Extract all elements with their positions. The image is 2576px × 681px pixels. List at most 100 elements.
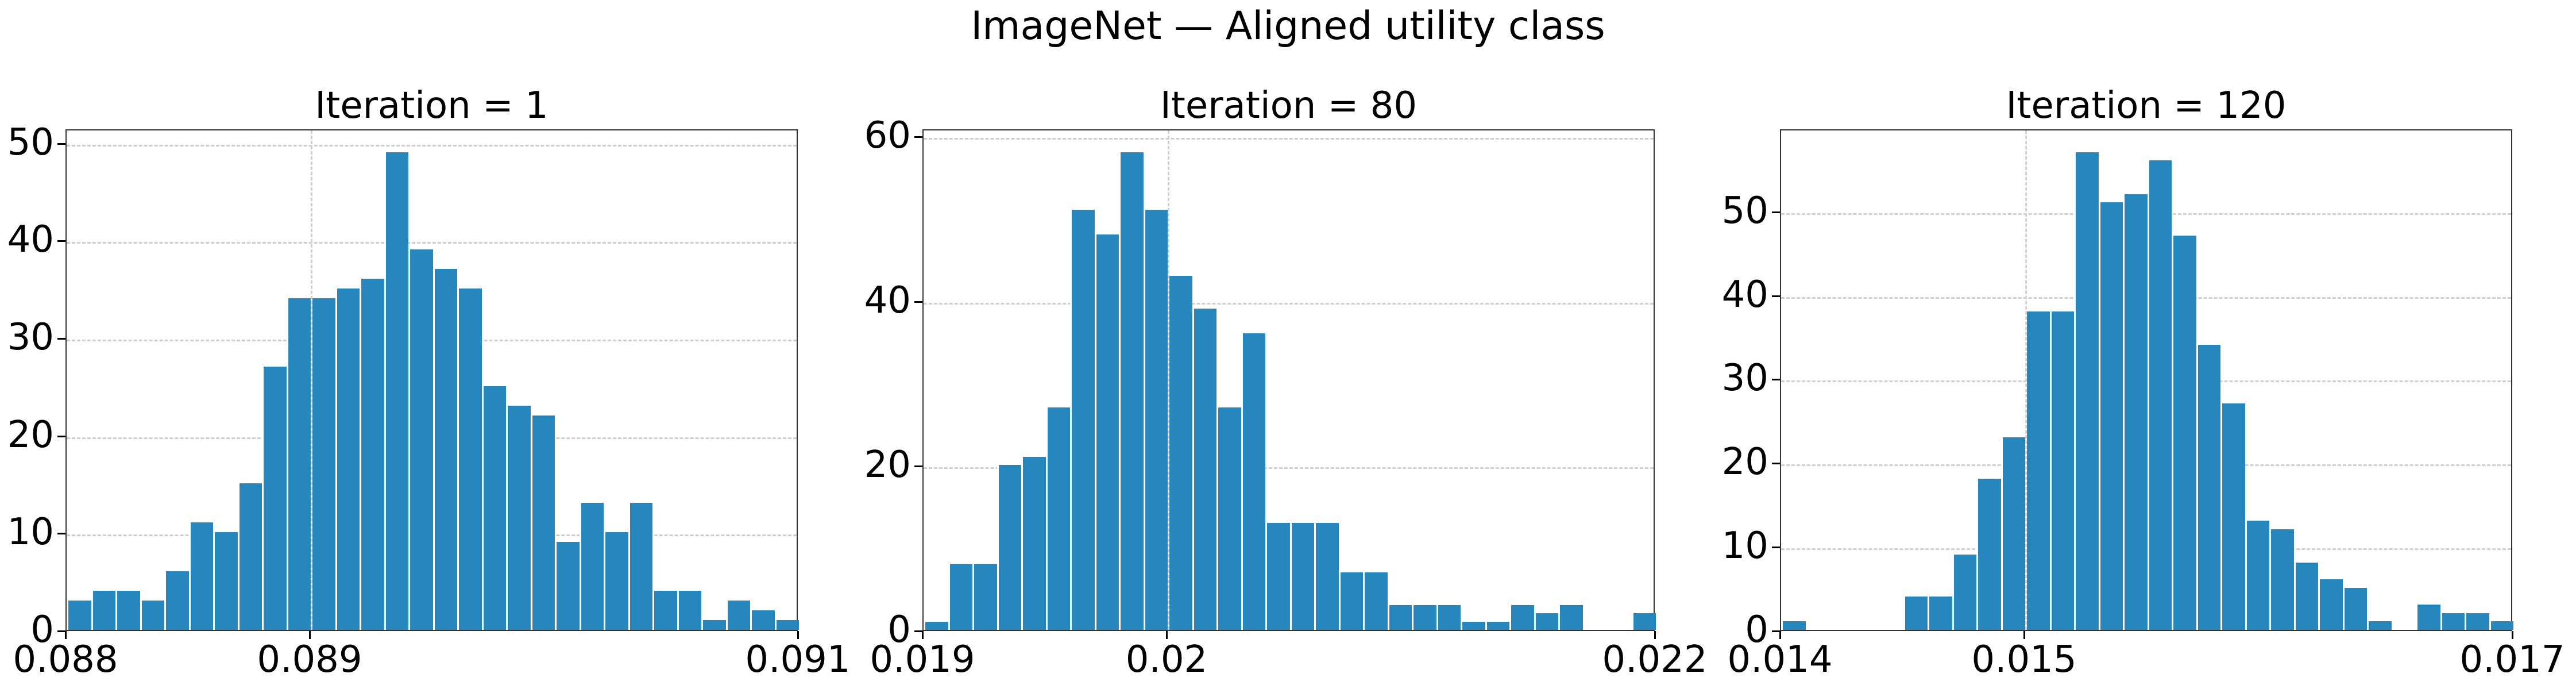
histogram-bar (506, 405, 531, 630)
plot-area (1780, 129, 2513, 631)
histogram-bar (2416, 605, 2440, 630)
gridline-horizontal (67, 242, 797, 244)
histogram-bar (701, 620, 726, 630)
y-tick (1772, 211, 1780, 213)
histogram-bar (652, 591, 677, 630)
histogram-bar (1485, 621, 1509, 630)
histogram-bar (91, 591, 115, 630)
y-tick (1772, 295, 1780, 297)
histogram-bar (725, 601, 750, 630)
histogram-bar (2318, 579, 2343, 630)
histogram-bar (1094, 234, 1119, 630)
subplot-title: Iteration = 80 (1160, 84, 1418, 127)
histogram-bar (335, 288, 360, 630)
histogram-bar (1168, 275, 1192, 630)
histogram-bar (2220, 403, 2245, 630)
y-tick (57, 143, 65, 145)
x-tick (797, 631, 799, 639)
y-tick (914, 465, 922, 468)
histogram-bar (555, 542, 580, 630)
y-tick-label: 20 (7, 413, 54, 456)
y-tick (1772, 379, 1780, 381)
histogram-bar (286, 298, 311, 630)
histogram-bar (579, 503, 604, 630)
gridline-horizontal (924, 137, 1654, 140)
x-tick (309, 631, 311, 639)
histogram-bar (2000, 437, 2025, 630)
histogram-bar (432, 269, 457, 630)
histogram-bar (677, 591, 701, 630)
gridline-vertical (1168, 130, 1169, 630)
y-tick-label: 40 (864, 279, 911, 322)
gridline-horizontal (924, 302, 1654, 305)
histogram-bar (1021, 456, 1046, 630)
y-tick-label: 40 (1721, 273, 1768, 316)
histogram-bar (2049, 311, 2074, 630)
histogram-bar (2196, 345, 2220, 630)
x-tick-label: 0.022 (1602, 638, 1708, 681)
y-tick-label: 0 (1745, 609, 1768, 651)
histogram-bar (115, 591, 140, 630)
histogram-bar (2245, 521, 2269, 630)
x-tick (922, 631, 924, 639)
histogram-bar (2147, 160, 2172, 630)
histogram-bar (311, 298, 335, 630)
histogram-bar (237, 483, 262, 630)
histogram-bar (2465, 613, 2489, 630)
y-tick-label: 30 (7, 316, 54, 359)
histogram-bar (384, 152, 408, 630)
x-tick-label: 0.015 (1971, 638, 2077, 681)
y-tick (57, 533, 65, 535)
y-tick (1772, 630, 1780, 632)
histogram-bar (67, 601, 91, 630)
histogram-bar (2440, 613, 2465, 630)
histogram-bars (67, 130, 799, 630)
subplot-iteration-1: Iteration = 1 0 10 20 30 40 50 0.088 0.089 0.091 (7, 0, 851, 680)
x-tick (2512, 631, 2513, 639)
x-tick-label: 0.02 (1125, 638, 1208, 681)
histogram-bar (1387, 605, 1412, 630)
y-tick (57, 435, 65, 437)
y-tick (1772, 547, 1780, 549)
plot-area (65, 129, 799, 631)
y-tick-label: 0 (887, 609, 911, 651)
histogram-bar (530, 415, 555, 630)
x-tick-label: 0.088 (13, 638, 118, 681)
y-tick (57, 630, 65, 632)
subplot-title: Iteration = 1 (315, 84, 549, 127)
x-tick (1779, 631, 1781, 639)
histogram-bar (997, 465, 1021, 630)
gridline-horizontal (924, 467, 1654, 470)
x-tick (1654, 631, 1656, 639)
y-tick-label: 10 (7, 511, 54, 554)
histogram-bar (360, 279, 384, 630)
histogram-bar (1045, 407, 1070, 630)
histogram-bar (774, 620, 799, 630)
y-tick (914, 630, 922, 632)
histogram-bar (1143, 209, 1168, 630)
subplot-iteration-120: Iteration = 120 0 10 20 30 40 50 0.014 0.015 0.0… (1722, 0, 2565, 681)
histogram-bar (1781, 621, 1806, 630)
y-tick (57, 337, 65, 340)
subplot-title: Iteration = 120 (2006, 84, 2287, 127)
histogram-bar (1558, 605, 1583, 630)
histogram-bar (2025, 311, 2050, 630)
histogram-bar (1631, 613, 1656, 630)
histogram-bar (2489, 621, 2513, 630)
histogram-bar (628, 503, 652, 630)
histogram-bar (1436, 605, 1461, 630)
y-tick (1772, 463, 1780, 465)
x-tick (1166, 631, 1168, 639)
histogram-bar (924, 621, 948, 630)
histogram-bar (188, 522, 213, 630)
histogram-bar (2123, 194, 2148, 630)
histogram-bar (1363, 572, 1388, 630)
histogram-bar (164, 571, 189, 630)
histogram-bar (948, 564, 972, 630)
histogram-bar (1976, 479, 2001, 630)
y-tick-label: 40 (7, 218, 54, 261)
histogram-bar (481, 386, 506, 630)
y-tick-label: 20 (1721, 441, 1768, 484)
figure-title: ImageNet — Aligned utility class (971, 3, 1605, 49)
histogram-bar (1338, 572, 1363, 630)
